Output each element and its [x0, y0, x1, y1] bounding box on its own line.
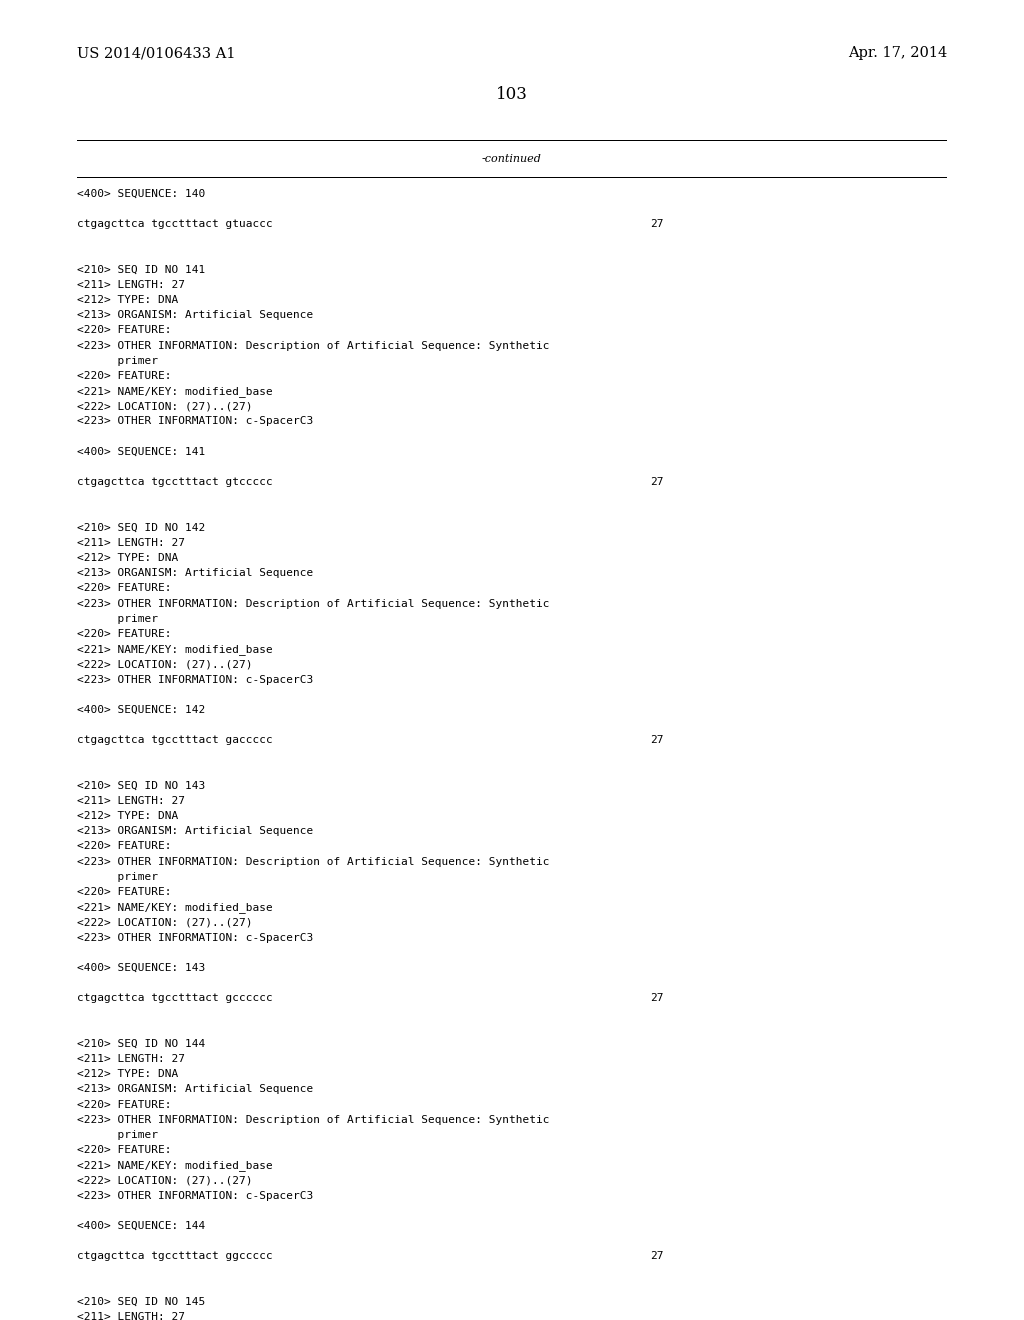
Text: primer: primer [77, 614, 158, 624]
Text: <212> TYPE: DNA: <212> TYPE: DNA [77, 810, 178, 821]
Text: <223> OTHER INFORMATION: c-SpacerC3: <223> OTHER INFORMATION: c-SpacerC3 [77, 416, 313, 426]
Text: primer: primer [77, 871, 158, 882]
Text: <211> LENGTH: 27: <211> LENGTH: 27 [77, 1312, 184, 1320]
Text: <210> SEQ ID NO 142: <210> SEQ ID NO 142 [77, 523, 205, 533]
Text: <223> OTHER INFORMATION: Description of Artificial Sequence: Synthetic: <223> OTHER INFORMATION: Description of … [77, 857, 549, 867]
Text: primer: primer [77, 355, 158, 366]
Text: <210> SEQ ID NO 143: <210> SEQ ID NO 143 [77, 780, 205, 791]
Text: <222> LOCATION: (27)..(27): <222> LOCATION: (27)..(27) [77, 401, 252, 412]
Text: <211> LENGTH: 27: <211> LENGTH: 27 [77, 537, 184, 548]
Text: <400> SEQUENCE: 144: <400> SEQUENCE: 144 [77, 1221, 205, 1232]
Text: <210> SEQ ID NO 144: <210> SEQ ID NO 144 [77, 1039, 205, 1049]
Text: <212> TYPE: DNA: <212> TYPE: DNA [77, 294, 178, 305]
Text: <223> OTHER INFORMATION: c-SpacerC3: <223> OTHER INFORMATION: c-SpacerC3 [77, 675, 313, 685]
Text: <212> TYPE: DNA: <212> TYPE: DNA [77, 1069, 178, 1080]
Text: US 2014/0106433 A1: US 2014/0106433 A1 [77, 46, 236, 61]
Text: <211> LENGTH: 27: <211> LENGTH: 27 [77, 1053, 184, 1064]
Text: <220> FEATURE:: <220> FEATURE: [77, 371, 171, 381]
Text: <222> LOCATION: (27)..(27): <222> LOCATION: (27)..(27) [77, 1175, 252, 1185]
Text: <223> OTHER INFORMATION: Description of Artificial Sequence: Synthetic: <223> OTHER INFORMATION: Description of … [77, 1114, 549, 1125]
Text: 27: 27 [650, 219, 664, 230]
Text: <221> NAME/KEY: modified_base: <221> NAME/KEY: modified_base [77, 902, 272, 913]
Text: <400> SEQUENCE: 143: <400> SEQUENCE: 143 [77, 962, 205, 973]
Text: <210> SEQ ID NO 145: <210> SEQ ID NO 145 [77, 1296, 205, 1307]
Text: primer: primer [77, 1130, 158, 1140]
Text: <211> LENGTH: 27: <211> LENGTH: 27 [77, 796, 184, 807]
Text: <220> FEATURE:: <220> FEATURE: [77, 583, 171, 594]
Text: <213> ORGANISM: Artificial Sequence: <213> ORGANISM: Artificial Sequence [77, 568, 313, 578]
Text: <222> LOCATION: (27)..(27): <222> LOCATION: (27)..(27) [77, 917, 252, 928]
Text: <220> FEATURE:: <220> FEATURE: [77, 1144, 171, 1155]
Text: ctgagcttca tgcctttact gtuaccc: ctgagcttca tgcctttact gtuaccc [77, 219, 272, 230]
Text: <213> ORGANISM: Artificial Sequence: <213> ORGANISM: Artificial Sequence [77, 1084, 313, 1094]
Text: ctgagcttca tgcctttact gaccccc: ctgagcttca tgcctttact gaccccc [77, 735, 272, 746]
Text: <221> NAME/KEY: modified_base: <221> NAME/KEY: modified_base [77, 1160, 272, 1171]
Text: <223> OTHER INFORMATION: Description of Artificial Sequence: Synthetic: <223> OTHER INFORMATION: Description of … [77, 341, 549, 351]
Text: <213> ORGANISM: Artificial Sequence: <213> ORGANISM: Artificial Sequence [77, 826, 313, 837]
Text: <223> OTHER INFORMATION: c-SpacerC3: <223> OTHER INFORMATION: c-SpacerC3 [77, 1191, 313, 1201]
Text: <400> SEQUENCE: 141: <400> SEQUENCE: 141 [77, 446, 205, 457]
Text: <210> SEQ ID NO 141: <210> SEQ ID NO 141 [77, 264, 205, 275]
Text: 103: 103 [496, 86, 528, 103]
Text: <222> LOCATION: (27)..(27): <222> LOCATION: (27)..(27) [77, 659, 252, 669]
Text: <220> FEATURE:: <220> FEATURE: [77, 1100, 171, 1110]
Text: 27: 27 [650, 993, 664, 1003]
Text: 27: 27 [650, 1251, 664, 1262]
Text: <211> LENGTH: 27: <211> LENGTH: 27 [77, 280, 184, 290]
Text: <221> NAME/KEY: modified_base: <221> NAME/KEY: modified_base [77, 644, 272, 655]
Text: ctgagcttca tgcctttact gtccccc: ctgagcttca tgcctttact gtccccc [77, 477, 272, 487]
Text: <221> NAME/KEY: modified_base: <221> NAME/KEY: modified_base [77, 385, 272, 397]
Text: ctgagcttca tgcctttact ggccccc: ctgagcttca tgcctttact ggccccc [77, 1251, 272, 1262]
Text: <220> FEATURE:: <220> FEATURE: [77, 841, 171, 851]
Text: Apr. 17, 2014: Apr. 17, 2014 [848, 46, 947, 61]
Text: <223> OTHER INFORMATION: c-SpacerC3: <223> OTHER INFORMATION: c-SpacerC3 [77, 932, 313, 942]
Text: <220> FEATURE:: <220> FEATURE: [77, 628, 171, 639]
Text: 27: 27 [650, 477, 664, 487]
Text: <220> FEATURE:: <220> FEATURE: [77, 887, 171, 898]
Text: <220> FEATURE:: <220> FEATURE: [77, 325, 171, 335]
Text: <213> ORGANISM: Artificial Sequence: <213> ORGANISM: Artificial Sequence [77, 310, 313, 321]
Text: -continued: -continued [482, 154, 542, 165]
Text: 27: 27 [650, 735, 664, 746]
Text: <223> OTHER INFORMATION: Description of Artificial Sequence: Synthetic: <223> OTHER INFORMATION: Description of … [77, 598, 549, 609]
Text: <400> SEQUENCE: 140: <400> SEQUENCE: 140 [77, 189, 205, 199]
Text: <212> TYPE: DNA: <212> TYPE: DNA [77, 553, 178, 564]
Text: ctgagcttca tgcctttact gcccccc: ctgagcttca tgcctttact gcccccc [77, 993, 272, 1003]
Text: <400> SEQUENCE: 142: <400> SEQUENCE: 142 [77, 705, 205, 715]
